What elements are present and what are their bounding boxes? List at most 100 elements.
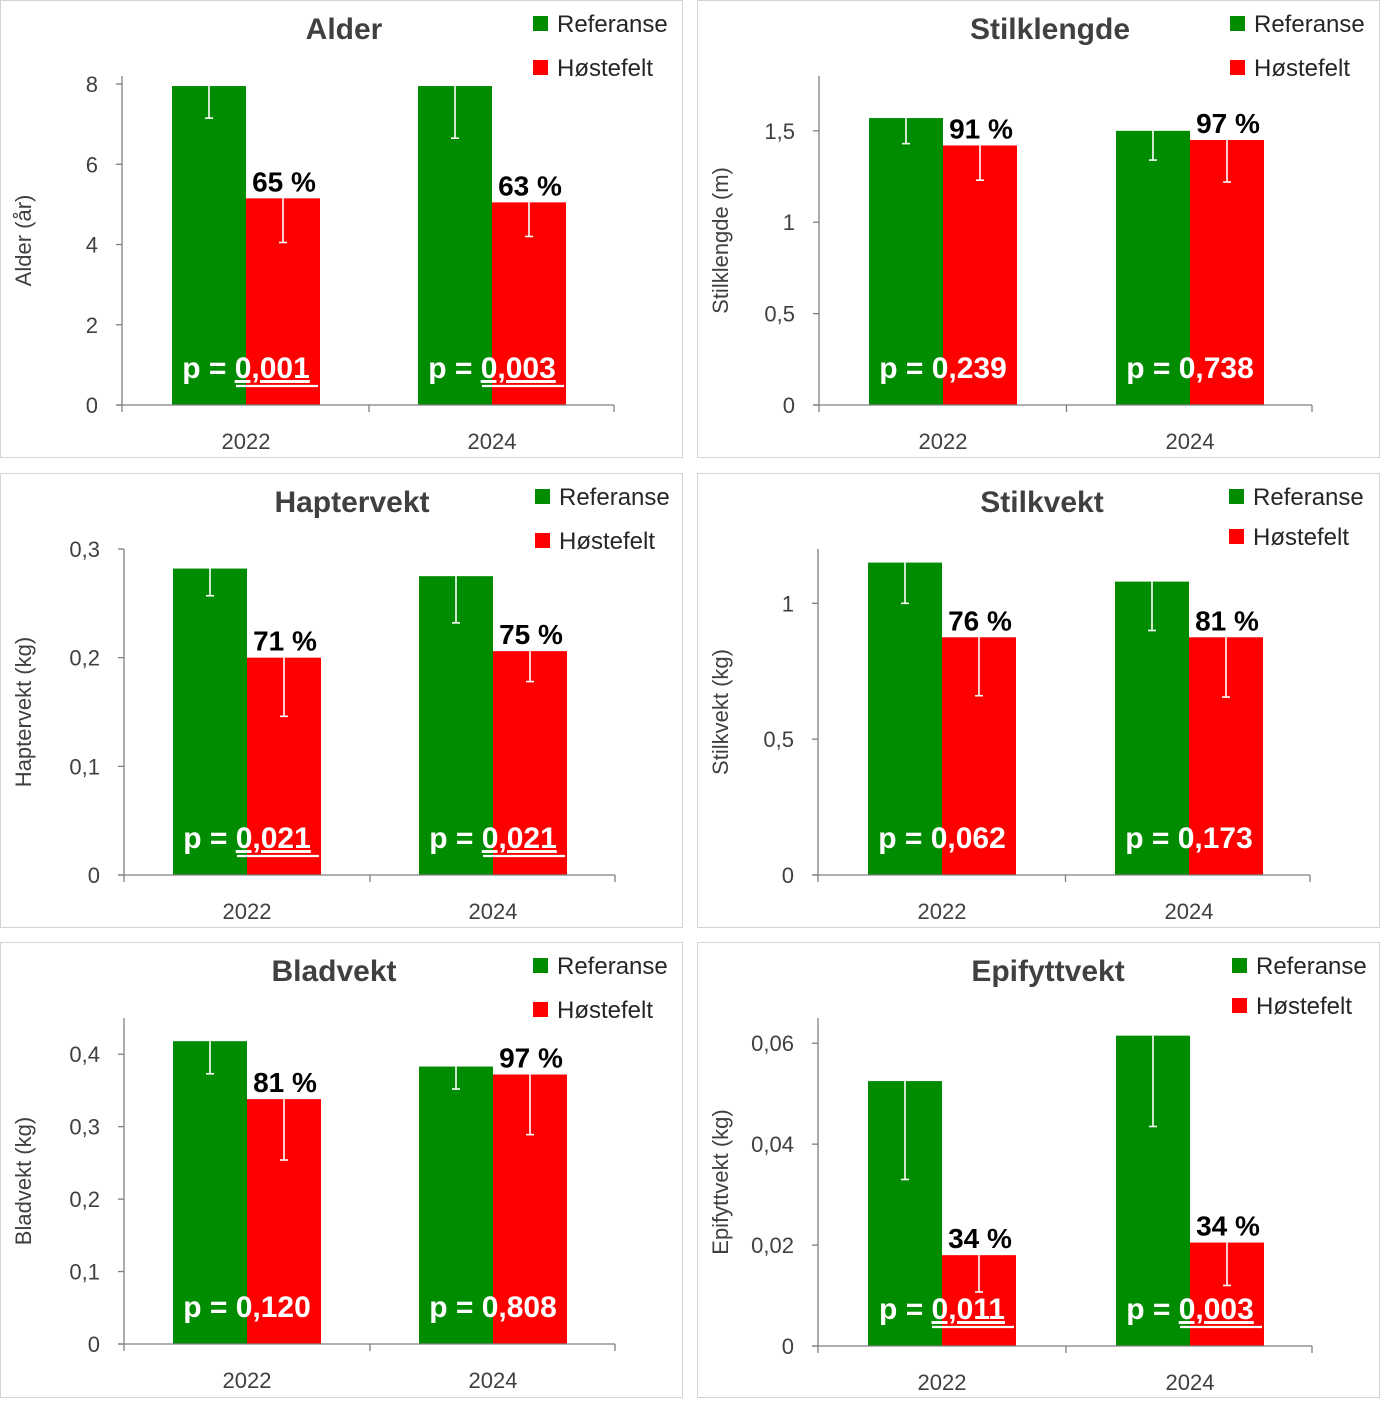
bar-referanse-2024 xyxy=(1116,130,1190,406)
p-value-prefix: p = xyxy=(429,822,482,855)
p-value-prefix: p = xyxy=(1126,352,1179,385)
y-tick-label: 0 xyxy=(782,863,794,888)
x-tick-label: 2024 xyxy=(1166,1370,1215,1395)
chart-svg: Alder Referanse Høstefelt Alder (år) 65 % p =… xyxy=(11,11,668,454)
legend-swatch-hostefelt xyxy=(1230,60,1245,75)
p-value-prefix: p = xyxy=(183,1291,236,1324)
legend-label-hostefelt: Høstefelt xyxy=(1254,55,1350,82)
y-tick-label: 0,2 xyxy=(69,1187,100,1212)
legend-label-hostefelt: Høstefelt xyxy=(1253,524,1349,551)
y-tick-label: 0 xyxy=(782,1334,794,1359)
p-value-number: 0,808 xyxy=(482,1291,557,1324)
legend-swatch-referanse xyxy=(1230,16,1245,31)
x-tick-label: 2024 xyxy=(1165,899,1214,924)
legend-label-hostefelt: Høstefelt xyxy=(557,997,653,1024)
y-tick-label: 0,3 xyxy=(69,1115,100,1140)
x-tick-label: 2022 xyxy=(222,429,271,454)
y-tick-label: 2 xyxy=(86,313,98,338)
p-value-number: 0,003 xyxy=(481,352,556,385)
legend-label-hostefelt: Høstefelt xyxy=(559,528,655,555)
legend-swatch-referanse xyxy=(1229,489,1244,504)
chart-panel-haptervekt: Haptervekt Referanse Høstefelt Haptervekt (… xyxy=(0,473,683,928)
legend-label-referanse: Referanse xyxy=(557,953,668,980)
chart-panel-stilkvekt: Stilkvekt Referanse Høstefelt Stilkvekt (kg… xyxy=(697,473,1380,928)
legend-label-hostefelt: Høstefelt xyxy=(1256,993,1352,1020)
p-value-number: 0,120 xyxy=(236,1291,311,1324)
y-tick-label: 0 xyxy=(88,863,100,888)
percent-label: 71 % xyxy=(253,626,317,657)
p-value-number: 0,001 xyxy=(235,352,310,385)
p-value-prefix: p = xyxy=(879,352,932,385)
y-axis-label: Stilklengde (m) xyxy=(708,167,733,314)
bar-referanse-2024 xyxy=(419,1066,493,1344)
y-tick-label: 0,1 xyxy=(69,1260,100,1285)
chart-panel-alder: Alder Referanse Høstefelt Alder (år) 65 % p =… xyxy=(0,0,683,458)
legend-swatch-hostefelt xyxy=(533,1002,548,1017)
bar-referanse-2022 xyxy=(869,118,943,406)
percent-label: 65 % xyxy=(252,166,316,197)
x-tick-label: 2024 xyxy=(1166,429,1215,454)
bar-hostefelt-2024 xyxy=(493,651,567,875)
chart-svg: Haptervekt Referanse Høstefelt Haptervekt (… xyxy=(11,484,670,924)
y-axis-label: Bladvekt (kg) xyxy=(11,1117,36,1245)
legend-swatch-hostefelt xyxy=(1229,529,1244,544)
p-value-prefix: p = xyxy=(1125,822,1178,855)
x-tick-label: 2022 xyxy=(918,899,967,924)
y-tick-label: 0,5 xyxy=(764,302,795,327)
chart-panel-stilklengde: Stilklengde Referanse Høstefelt Stilklengde… xyxy=(697,0,1380,458)
y-axis-label: Epifyttvekt (kg) xyxy=(708,1109,733,1254)
bar-hostefelt-2022 xyxy=(943,145,1017,405)
p-value-label: p = 0,173 xyxy=(1125,822,1253,855)
legend-label-referanse: Referanse xyxy=(1256,953,1367,980)
x-tick-label: 2022 xyxy=(223,1368,272,1393)
y-tick-label: 4 xyxy=(86,233,98,258)
y-tick-label: 0 xyxy=(88,1332,100,1357)
p-value-prefix: p = xyxy=(429,1291,482,1324)
legend-swatch-hostefelt xyxy=(535,533,550,548)
chart-panel-epifyttvekt: Epifyttvekt Referanse Høstefelt Epifyttvekt… xyxy=(697,942,1380,1398)
p-value-number: 0,021 xyxy=(482,822,557,855)
chart-svg: Bladvekt Referanse Høstefelt Bladvekt (kg) 8… xyxy=(11,953,668,1393)
y-tick-label: 0,02 xyxy=(751,1233,794,1258)
bar-referanse-2024 xyxy=(419,576,493,875)
percent-label: 34 % xyxy=(1196,1211,1260,1242)
bar-referanse-2024 xyxy=(418,86,492,405)
chart-title: Bladvekt xyxy=(271,955,396,988)
chart-title: Haptervekt xyxy=(274,486,429,519)
p-value-label: p = 0,062 xyxy=(878,822,1006,855)
x-tick-label: 2022 xyxy=(919,429,968,454)
y-tick-label: 0 xyxy=(783,393,795,418)
p-value-number: 0,239 xyxy=(932,352,1007,385)
bar-referanse-2022 xyxy=(172,86,246,405)
percent-label: 76 % xyxy=(948,605,1012,636)
p-value-label: p = 0,003 xyxy=(428,352,556,385)
legend-label-referanse: Referanse xyxy=(559,484,670,511)
chart-title: Alder xyxy=(306,13,383,46)
y-tick-label: 0,3 xyxy=(69,537,100,562)
chart-svg: Stilkvekt Referanse Høstefelt Stilkvekt (kg… xyxy=(708,484,1364,924)
p-value-label: p = 0,021 xyxy=(429,822,557,855)
p-value-number: 0,003 xyxy=(1179,1293,1254,1326)
x-tick-label: 2024 xyxy=(469,899,518,924)
y-axis-label: Alder (år) xyxy=(11,195,36,287)
legend-swatch-hostefelt xyxy=(1232,998,1247,1013)
legend-swatch-referanse xyxy=(533,16,548,31)
p-value-number: 0,738 xyxy=(1179,352,1254,385)
percent-label: 91 % xyxy=(949,113,1013,144)
p-value-number: 0,021 xyxy=(236,822,311,855)
percent-label: 75 % xyxy=(499,619,563,650)
y-tick-label: 1,5 xyxy=(764,119,795,144)
chart-panel-bladvekt: Bladvekt Referanse Høstefelt Bladvekt (kg) 8… xyxy=(0,942,683,1398)
y-axis-label: Haptervekt (kg) xyxy=(11,637,36,787)
y-tick-label: 0,4 xyxy=(69,1042,100,1067)
x-tick-label: 2024 xyxy=(469,1368,518,1393)
legend-swatch-hostefelt xyxy=(533,60,548,75)
p-value-prefix: p = xyxy=(183,822,236,855)
chart-title: Epifyttvekt xyxy=(971,955,1124,988)
y-tick-label: 0 xyxy=(86,393,98,418)
legend-swatch-referanse xyxy=(533,958,548,973)
percent-label: 81 % xyxy=(253,1067,317,1098)
percent-label: 97 % xyxy=(1196,108,1260,139)
x-tick-label: 2022 xyxy=(223,899,272,924)
legend-swatch-referanse xyxy=(535,489,550,504)
